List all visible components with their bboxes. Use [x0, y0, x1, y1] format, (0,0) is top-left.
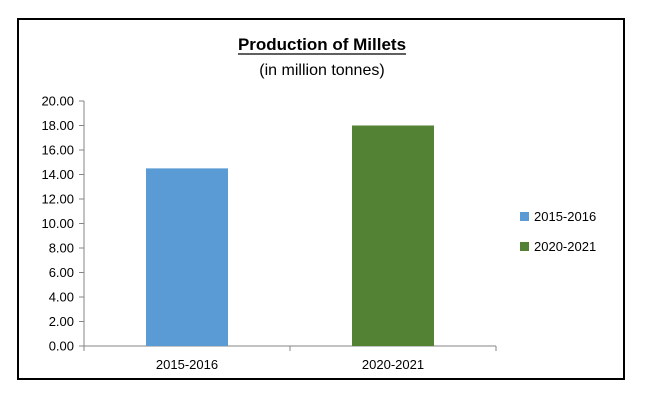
chart-subtitle: (in million tonnes) [259, 62, 384, 79]
x-tick-label: 2015-2016 [156, 357, 218, 372]
bars [146, 125, 434, 346]
bar [352, 125, 434, 346]
y-tick-label: 18.00 [41, 118, 74, 133]
legend: 2015-2016 2020-2021 [520, 209, 596, 254]
y-tick-label: 20.00 [41, 94, 74, 109]
chart-frame [17, 18, 625, 380]
bar [146, 168, 228, 346]
x-axis: 2015-2016 2020-2021 [83, 345, 497, 372]
x-tick-label: 2020-2021 [362, 357, 424, 372]
chart-title: Production of Millets [238, 35, 406, 54]
y-tick-label: 2.00 [49, 314, 74, 329]
y-tick-label: 4.00 [49, 290, 74, 305]
y-tick-label: 16.00 [41, 143, 74, 158]
y-tick-label: 10.00 [41, 216, 74, 231]
legend-swatch [520, 242, 529, 251]
y-tick-label: 14.00 [41, 167, 74, 182]
legend-label: 2015-2016 [534, 209, 596, 224]
legend-label: 2020-2021 [534, 239, 596, 254]
y-axis: 0.00 2.00 4.00 6.00 8.00 10.00 12.00 14.00 16.00… [41, 94, 85, 354]
y-tick-label: 0.00 [49, 339, 74, 354]
legend-swatch [520, 212, 529, 221]
y-tick-label: 6.00 [49, 265, 74, 280]
y-tick-label: 8.00 [49, 241, 74, 256]
y-tick-label: 12.00 [41, 192, 74, 207]
